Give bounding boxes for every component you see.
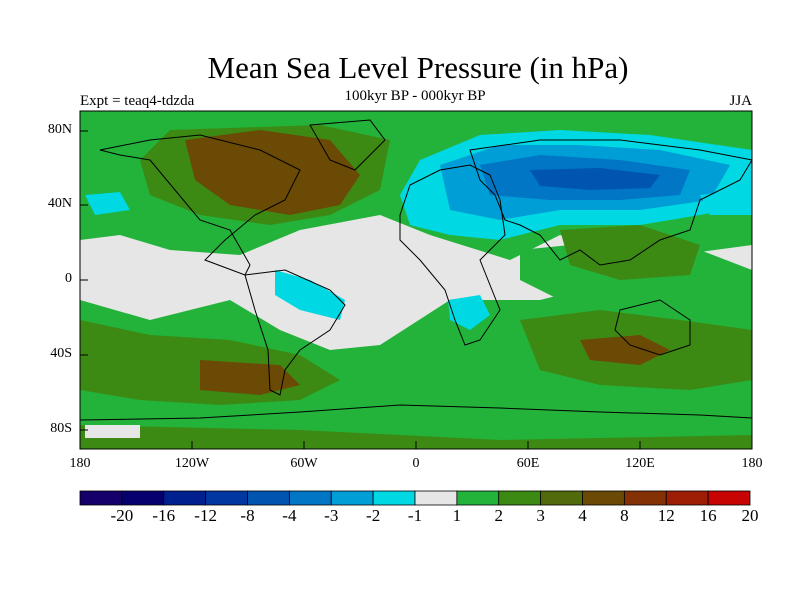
coast-antarctica bbox=[80, 404, 752, 421]
colorbar-label: 12 bbox=[657, 506, 675, 525]
colorbar-label: 20 bbox=[741, 506, 759, 525]
colorbar-label: -2 bbox=[366, 506, 381, 525]
coast-south-america bbox=[244, 269, 346, 396]
colorbar-label: -20 bbox=[110, 506, 134, 525]
colorbar-swatch bbox=[163, 490, 207, 506]
experiment-label: Expt = teaq4-tdzda bbox=[80, 93, 195, 109]
x-tick-label: 60E bbox=[516, 456, 540, 471]
y-tick-label: 80N bbox=[47, 122, 72, 137]
x-tick-label: 180 bbox=[69, 456, 91, 471]
chart-title: Mean Sea Level Pressure (in hPa) bbox=[207, 50, 629, 85]
field-brown-indian bbox=[580, 335, 670, 365]
colorbar-label: 3 bbox=[536, 506, 545, 525]
field-darkblue-eurasia bbox=[530, 168, 660, 190]
coast-europe-africa bbox=[399, 164, 506, 346]
y-tick-label: 80S bbox=[50, 421, 72, 436]
colorbar-swatch bbox=[623, 490, 667, 506]
colorbar-label: 8 bbox=[620, 506, 629, 525]
colorbar-swatch bbox=[372, 490, 416, 506]
field-cyan-south-america bbox=[275, 270, 345, 320]
field-neutral-antarctic bbox=[85, 425, 140, 438]
colorbar-swatch bbox=[414, 490, 458, 506]
y-tick-label: 40S bbox=[50, 346, 72, 361]
coast-north-america bbox=[99, 134, 301, 276]
colorbar-swatch bbox=[456, 490, 500, 506]
x-tick-label: 60W bbox=[290, 456, 318, 471]
colorbar-label: -12 bbox=[194, 506, 217, 525]
colorbar-swatch bbox=[582, 490, 625, 506]
colorbar-swatch bbox=[498, 490, 542, 506]
coast-australia bbox=[614, 299, 691, 356]
field-olive-antarctic bbox=[80, 425, 752, 449]
colorbar-swatch bbox=[205, 490, 248, 506]
colorbar-label: -1 bbox=[407, 506, 423, 525]
colorbar-label: 2 bbox=[494, 506, 504, 525]
x-tick-label: 0 bbox=[412, 456, 420, 471]
colorbar-swatch bbox=[665, 490, 709, 506]
field-cyan-africa bbox=[448, 295, 490, 330]
coastlines bbox=[80, 119, 752, 421]
y-tick-label: 0 bbox=[65, 271, 72, 286]
axis-ticks bbox=[80, 130, 641, 449]
colorbar-label: -4 bbox=[282, 506, 297, 525]
x-tick-label: 180 bbox=[741, 456, 763, 471]
colorbar-label: -16 bbox=[152, 506, 176, 525]
field-cyan-north-pacific bbox=[700, 190, 752, 215]
x-tick-label: 120E bbox=[625, 456, 655, 471]
field-brown-south-pacific bbox=[200, 360, 300, 395]
coast-asia bbox=[469, 139, 752, 266]
colorbar-swatch bbox=[330, 490, 374, 506]
colorbar-label: 1 bbox=[452, 506, 462, 525]
map-field bbox=[80, 111, 752, 449]
colorbar-label: 4 bbox=[578, 506, 587, 525]
y-tick-label: 40N bbox=[47, 196, 72, 211]
colorbar-swatch bbox=[121, 490, 165, 506]
colorbar-swatch bbox=[540, 490, 583, 506]
colorbar-swatch bbox=[707, 490, 751, 506]
x-tick-label: 120W bbox=[174, 456, 210, 471]
chart-subtitle: 100kyr BP - 000kyr BP bbox=[344, 88, 486, 104]
colorbar-label: -8 bbox=[240, 506, 255, 525]
season-label: JJA bbox=[729, 93, 752, 109]
coast-greenland bbox=[309, 119, 386, 171]
colorbar-swatch bbox=[247, 490, 290, 506]
field-cyan-pacific bbox=[85, 192, 130, 215]
colorbar-label: -3 bbox=[324, 506, 339, 525]
colorbar-label: 16 bbox=[699, 506, 717, 525]
colorbar-swatch bbox=[288, 490, 332, 506]
colorbar-swatch bbox=[79, 490, 123, 506]
field-brown-north-america bbox=[185, 130, 360, 215]
